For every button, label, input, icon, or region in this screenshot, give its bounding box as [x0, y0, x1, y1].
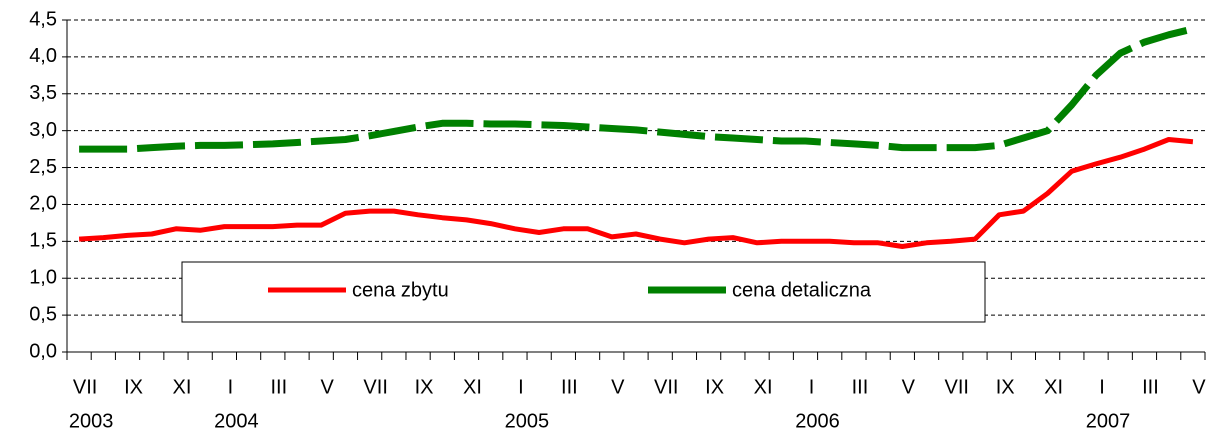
y-tick-label: 0,5 [29, 303, 57, 325]
x-tick-label: VII [945, 376, 969, 398]
legend-label: cena detaliczna [732, 279, 872, 301]
legend-label: cena zbytu [352, 279, 449, 301]
y-tick-label: 2,0 [29, 193, 57, 215]
y-tick-label: 1,5 [29, 230, 57, 252]
x-tick-label: IX [996, 376, 1015, 398]
series-line [78, 137, 1194, 249]
x-tick-label: XI [463, 376, 482, 398]
x-tick-label: III [1142, 376, 1159, 398]
x-tick-label: I [1099, 376, 1105, 398]
x-tick-label: XI [1044, 376, 1063, 398]
x-tick-label: I [228, 376, 234, 398]
x-tick-label: IX [705, 376, 724, 398]
x-tick-label: I [809, 376, 815, 398]
x-tick-label: III [852, 376, 869, 398]
year-label: 2006 [795, 410, 840, 432]
x-tick-label: V [321, 376, 335, 398]
x-tick-label: IX [124, 376, 143, 398]
y-tick-label: 3,0 [29, 119, 57, 141]
x-tick-label: I [518, 376, 524, 398]
series-line [79, 25, 1194, 153]
x-tick-label: XI [173, 376, 192, 398]
year-label: 2004 [214, 410, 259, 432]
x-tick-label: XI [754, 376, 773, 398]
x-tick-label: VII [654, 376, 678, 398]
year-label: 2003 [69, 410, 114, 432]
x-tick-label: V [902, 376, 916, 398]
y-tick-label: 1,0 [29, 267, 57, 289]
year-label: 2007 [1086, 410, 1131, 432]
x-tick-label: V [1192, 376, 1206, 398]
x-tick-label: VII [363, 376, 387, 398]
y-tick-label: 0,0 [29, 340, 57, 362]
y-tick-label: 3,5 [29, 82, 57, 104]
y-tick-label: 2,5 [29, 156, 57, 178]
x-tick-label: III [561, 376, 578, 398]
y-tick-label: 4,5 [29, 8, 57, 30]
x-tick-label: III [270, 376, 287, 398]
x-tick-label: VII [73, 376, 97, 398]
year-label: 2005 [505, 410, 550, 432]
y-tick-label: 4,0 [29, 45, 57, 67]
x-tick-label: IX [415, 376, 434, 398]
x-tick-label: V [611, 376, 625, 398]
